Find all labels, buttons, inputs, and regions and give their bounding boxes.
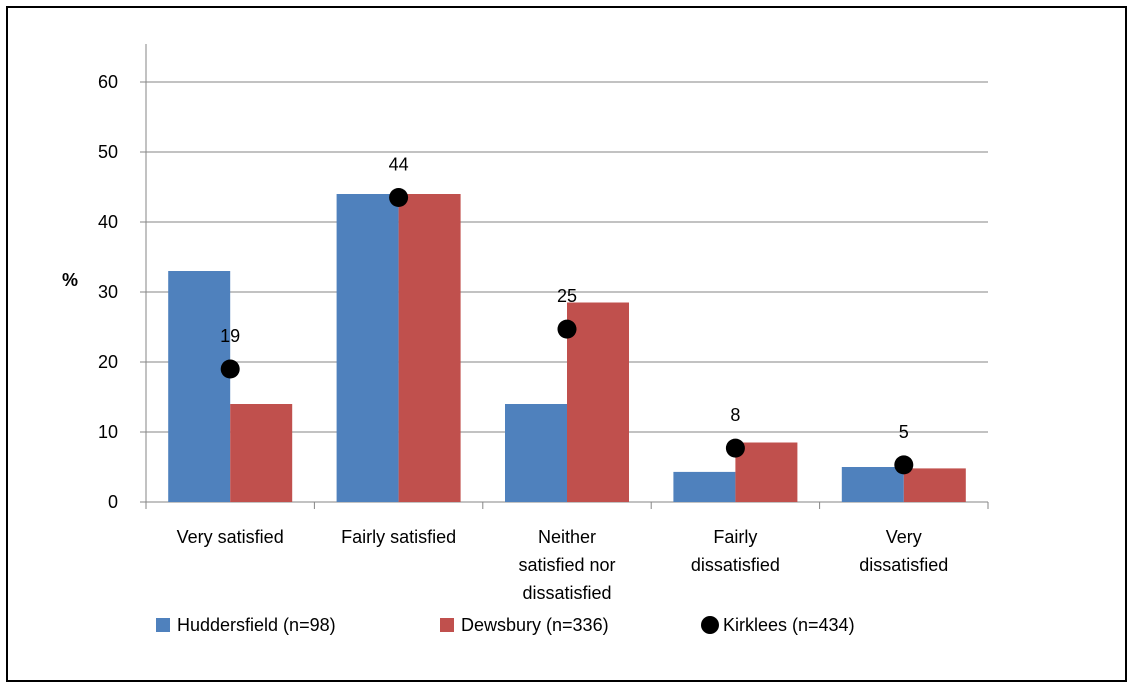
- legend-label: Kirklees (n=434): [723, 615, 855, 635]
- y-tick-label: 40: [98, 212, 118, 232]
- kirklees-data-label: 25: [557, 286, 577, 306]
- legend-swatch: [156, 618, 170, 632]
- bar-huddersfield: [168, 271, 231, 502]
- legend-label: Dewsbury (n=336): [461, 615, 609, 635]
- x-category-label: Very satisfied: [177, 527, 284, 547]
- bar-dewsbury: [735, 442, 798, 502]
- kirklees-marker: [557, 319, 577, 339]
- bar-dewsbury: [903, 468, 966, 502]
- y-tick-label: 20: [98, 352, 118, 372]
- bar-huddersfield: [841, 467, 904, 502]
- bar-huddersfield: [505, 404, 567, 502]
- kirklees-data-label: 8: [730, 405, 740, 425]
- x-category-label: Fairly dissatisfied: [691, 527, 780, 575]
- y-tick-label: 60: [98, 72, 118, 92]
- kirklees-data-label: 44: [389, 155, 409, 175]
- bar-dewsbury: [230, 404, 293, 502]
- legend-marker: [701, 616, 719, 634]
- y-tick-label: 10: [98, 422, 118, 442]
- kirklees-marker: [220, 359, 240, 379]
- bar-dewsbury: [398, 194, 461, 502]
- y-tick-label: 0: [108, 492, 118, 512]
- kirklees-marker: [725, 438, 745, 458]
- x-category-label: Neither satisfied nor dissatisfied: [518, 527, 615, 603]
- y-tick-label: 30: [98, 282, 118, 302]
- legend-swatch: [440, 618, 454, 632]
- kirklees-marker: [894, 455, 914, 475]
- bar-dewsbury: [567, 302, 629, 502]
- y-tick-label: 50: [98, 142, 118, 162]
- y-axis-label: %: [62, 270, 78, 290]
- kirklees-marker: [389, 188, 409, 207]
- kirklees-data-label: 19: [220, 326, 240, 346]
- x-category-label: Very dissatisfied: [859, 527, 948, 575]
- x-category-label: Fairly satisfied: [341, 527, 456, 547]
- legend-label: Huddersfield (n=98): [177, 615, 336, 635]
- bar-huddersfield: [336, 194, 399, 502]
- kirklees-data-label: 5: [899, 422, 909, 442]
- bar-huddersfield: [673, 471, 736, 502]
